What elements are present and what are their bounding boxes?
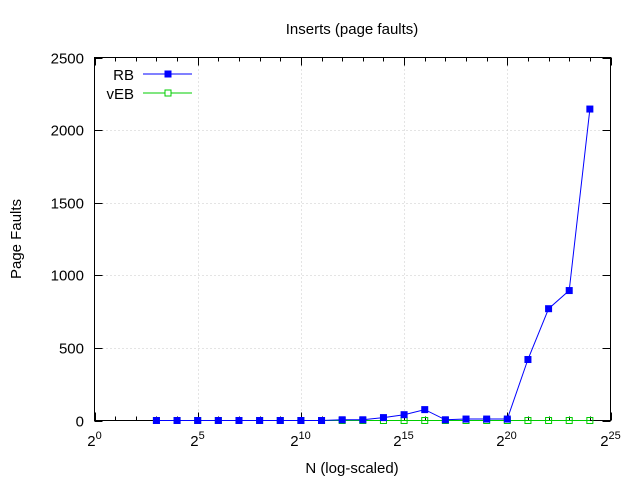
- y-tick-label: 2000: [51, 123, 84, 140]
- data-point-rb: [462, 415, 470, 423]
- data-point-veb: [586, 417, 594, 424]
- data-point-rb: [297, 417, 305, 424]
- axis-ticks: 0 500 1000 1500 2000 2500 20 25 210 215 220 225: [51, 51, 621, 451]
- data-point-rb: [524, 356, 532, 364]
- data-point-rb: [235, 417, 243, 424]
- x-tick-label: 215: [393, 430, 414, 450]
- legend-marker-veb: [164, 89, 172, 97]
- x-tick-label: 20: [87, 430, 101, 450]
- data-point-veb: [565, 417, 573, 424]
- plot-frame: [94, 57, 611, 421]
- y-tick-label: 0: [76, 414, 84, 431]
- data-point-rb: [586, 105, 594, 113]
- data-point-rb: [379, 414, 387, 422]
- data-point-rb: [194, 417, 202, 424]
- data-point-veb: [545, 417, 553, 424]
- data-point-rb: [483, 415, 491, 423]
- data-point-rb: [152, 417, 160, 424]
- data-point-rb: [545, 305, 553, 313]
- y-tick-label: 1000: [51, 268, 84, 285]
- data-point-rb: [256, 417, 264, 424]
- data-point-veb: [524, 417, 532, 424]
- data-point-rb: [338, 416, 346, 424]
- legend-label-veb: vEB: [106, 86, 134, 103]
- legend-marker-rb: [164, 70, 172, 78]
- x-tick-label: 225: [600, 430, 621, 450]
- grid: [94, 57, 611, 421]
- data-point-rb: [503, 415, 511, 423]
- data-point-rb: [441, 416, 449, 424]
- data-point-rb: [214, 417, 222, 424]
- x-tick-label: 25: [190, 430, 204, 450]
- y-axis-label: Page Faults: [8, 199, 25, 279]
- y-tick-label: 1500: [51, 196, 84, 213]
- data-point-veb: [421, 417, 429, 424]
- series-layer: [152, 105, 594, 424]
- x-tick-label: 220: [496, 430, 517, 450]
- data-point-rb: [173, 417, 181, 424]
- y-tick-label: 500: [59, 341, 84, 358]
- data-point-rb: [565, 287, 573, 295]
- data-point-rb: [318, 417, 326, 424]
- data-point-rb: [276, 417, 284, 424]
- chart-title: Inserts (page faults): [286, 21, 419, 38]
- x-axis-label: N (log-scaled): [305, 460, 398, 477]
- data-point-rb: [359, 416, 367, 424]
- y-tick-label: 2500: [51, 51, 84, 68]
- legend-label-rb: RB: [113, 67, 134, 84]
- series-line-rb: [156, 108, 591, 421]
- data-point-rb: [400, 411, 408, 419]
- legend: RB vEB: [106, 67, 192, 103]
- x-tick-label: 210: [290, 430, 311, 450]
- data-point-rb: [421, 406, 429, 414]
